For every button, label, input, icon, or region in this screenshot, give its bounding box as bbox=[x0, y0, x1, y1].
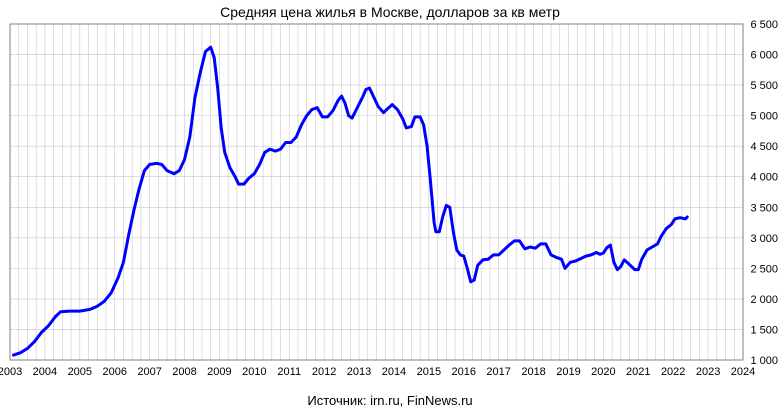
series-line bbox=[12, 45, 689, 357]
x-tick-label: 2008 bbox=[172, 366, 196, 378]
x-tick-label: 2024 bbox=[731, 366, 755, 378]
x-tick-label: 2018 bbox=[521, 366, 545, 378]
y-tick-label: 6 000 bbox=[750, 50, 778, 62]
x-tick-label: 2005 bbox=[68, 366, 92, 378]
x-axis-ticks: 2003 2004 2005 2006 2007 2008 2009 2010 2011 2012… bbox=[0, 366, 755, 378]
y-tick-label: 2 000 bbox=[750, 294, 778, 306]
chart-source: Источник: irn.ru, FinNews.ru bbox=[307, 393, 472, 408]
x-tick-label: 2004 bbox=[33, 366, 57, 378]
x-tick-label: 2019 bbox=[556, 366, 580, 378]
x-tick-label: 2010 bbox=[242, 366, 266, 378]
x-tick-label: 2013 bbox=[347, 366, 371, 378]
x-tick-label: 2012 bbox=[312, 366, 336, 378]
x-tick-label: 2003 bbox=[0, 366, 22, 378]
x-tick-label: 2007 bbox=[137, 366, 161, 378]
x-tick-label: 2011 bbox=[277, 366, 301, 378]
x-tick-label: 2020 bbox=[591, 366, 615, 378]
x-tick-label: 2014 bbox=[382, 366, 406, 378]
x-tick-label: 2022 bbox=[661, 366, 685, 378]
grid-lines bbox=[9, 23, 744, 361]
chart-title: Средняя цена жилья в Москве, долларов за… bbox=[220, 4, 560, 20]
x-tick-label: 2016 bbox=[452, 366, 476, 378]
x-tick-label: 2006 bbox=[102, 366, 126, 378]
y-axis-ticks: 1 000 1 500 2 000 2 500 3 000 3 500 4 000 4 500… bbox=[750, 19, 778, 367]
x-tick-label: 2021 bbox=[626, 366, 650, 378]
y-tick-label: 4 000 bbox=[750, 172, 778, 184]
y-tick-label: 2 500 bbox=[750, 263, 778, 275]
y-tick-label: 3 000 bbox=[750, 233, 778, 245]
y-tick-label: 1 000 bbox=[750, 355, 778, 367]
plot-area bbox=[9, 23, 744, 361]
x-tick-label: 2023 bbox=[696, 366, 720, 378]
y-tick-label: 1 500 bbox=[750, 324, 778, 336]
y-tick-label: 5 500 bbox=[750, 80, 778, 92]
y-tick-label: 5 000 bbox=[750, 111, 778, 123]
series-layer bbox=[12, 45, 689, 357]
y-tick-label: 6 500 bbox=[750, 19, 778, 31]
y-tick-label: 3 500 bbox=[750, 202, 778, 214]
x-tick-label: 2015 bbox=[417, 366, 441, 378]
x-tick-label: 2017 bbox=[486, 366, 510, 378]
y-tick-label: 4 500 bbox=[750, 141, 778, 153]
x-tick-label: 2009 bbox=[207, 366, 231, 378]
